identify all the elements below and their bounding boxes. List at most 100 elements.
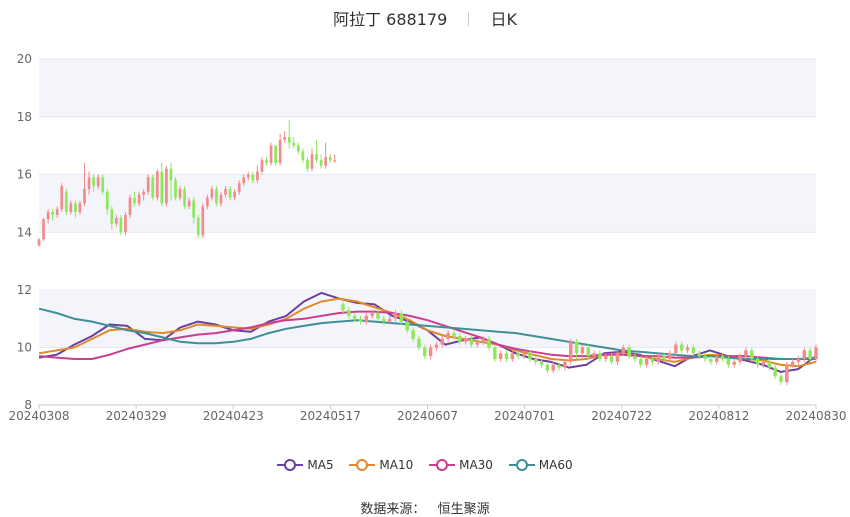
candle[interactable]	[516, 350, 520, 359]
candle[interactable]	[287, 119, 291, 149]
candle[interactable]	[201, 203, 205, 239]
candle[interactable]	[434, 341, 439, 351]
candle[interactable]	[633, 353, 637, 362]
candle[interactable]	[446, 330, 450, 342]
candle[interactable]	[205, 194, 209, 210]
candle[interactable]	[744, 347, 748, 360]
candle[interactable]	[146, 174, 150, 195]
candle[interactable]	[568, 338, 573, 365]
candle[interactable]	[55, 206, 59, 218]
candle[interactable]	[341, 301, 345, 314]
candle[interactable]	[808, 347, 812, 362]
candle[interactable]	[96, 174, 100, 189]
candle[interactable]	[668, 350, 672, 362]
candle[interactable]	[779, 373, 783, 385]
candle[interactable]	[165, 165, 168, 207]
candle[interactable]	[405, 318, 409, 334]
candle[interactable]	[178, 186, 182, 201]
candle[interactable]	[393, 310, 398, 322]
candle[interactable]	[586, 344, 591, 359]
candle[interactable]	[411, 327, 415, 342]
candle[interactable]	[233, 188, 237, 201]
candle[interactable]	[224, 186, 227, 198]
period-label[interactable]: 日K	[490, 10, 517, 29]
candle[interactable]	[237, 180, 241, 195]
candle[interactable]	[142, 188, 146, 201]
candle[interactable]	[452, 330, 456, 339]
candle[interactable]	[296, 142, 300, 155]
candle[interactable]	[319, 154, 323, 169]
candle[interactable]	[155, 168, 159, 201]
candle[interactable]	[557, 361, 561, 371]
candle[interactable]	[124, 212, 127, 236]
candle[interactable]	[274, 145, 277, 166]
candle[interactable]	[219, 191, 223, 207]
candle[interactable]	[60, 183, 64, 213]
candle[interactable]	[301, 148, 305, 163]
candle[interactable]	[685, 344, 690, 354]
candle[interactable]	[196, 214, 200, 239]
candle[interactable]	[691, 344, 696, 357]
candle[interactable]	[160, 162, 164, 207]
candle[interactable]	[814, 344, 818, 362]
candle[interactable]	[533, 356, 538, 365]
candle[interactable]	[528, 350, 532, 362]
candle[interactable]	[732, 359, 736, 368]
candle[interactable]	[609, 353, 614, 365]
candle[interactable]	[187, 197, 191, 210]
candle[interactable]	[382, 315, 386, 325]
candle[interactable]	[539, 359, 544, 368]
candle[interactable]	[463, 336, 468, 345]
candle[interactable]	[347, 307, 351, 319]
candle[interactable]	[46, 209, 50, 224]
candle[interactable]	[399, 310, 404, 325]
candle[interactable]	[726, 356, 731, 368]
candle[interactable]	[615, 350, 620, 365]
candle[interactable]	[545, 361, 550, 374]
candle[interactable]	[662, 353, 666, 362]
candle[interactable]	[650, 356, 655, 365]
candle[interactable]	[251, 171, 255, 184]
candle[interactable]	[639, 356, 643, 368]
candle[interactable]	[292, 136, 296, 149]
candle[interactable]	[260, 157, 264, 175]
legend-item-ma60[interactable]: MA60	[508, 458, 573, 472]
candle[interactable]	[750, 347, 754, 362]
candle[interactable]	[761, 359, 766, 368]
candle[interactable]	[256, 165, 259, 184]
candle[interactable]	[604, 353, 608, 362]
candle[interactable]	[580, 344, 585, 357]
candle[interactable]	[242, 174, 246, 187]
candle[interactable]	[370, 310, 374, 319]
candle[interactable]	[656, 353, 661, 365]
candle[interactable]	[169, 162, 173, 201]
candle[interactable]	[796, 356, 801, 365]
candle[interactable]	[192, 197, 196, 224]
candle[interactable]	[114, 214, 118, 227]
candle[interactable]	[119, 214, 123, 236]
candle[interactable]	[310, 148, 314, 172]
candle[interactable]	[78, 200, 82, 215]
candle[interactable]	[265, 157, 268, 166]
candle[interactable]	[101, 174, 105, 195]
legend-item-ma5[interactable]: MA5	[277, 458, 334, 472]
candle[interactable]	[720, 353, 725, 362]
candle[interactable]	[64, 188, 68, 215]
legend-item-ma30[interactable]: MA30	[429, 458, 493, 472]
candle[interactable]	[709, 356, 713, 365]
candle[interactable]	[246, 171, 250, 181]
candle[interactable]	[714, 353, 719, 365]
candle[interactable]	[105, 188, 109, 215]
candle[interactable]	[306, 157, 309, 172]
candle[interactable]	[183, 186, 186, 210]
candle[interactable]	[87, 171, 91, 195]
candle[interactable]	[697, 350, 701, 359]
candle[interactable]	[210, 186, 214, 201]
candle[interactable]	[328, 154, 332, 163]
candle[interactable]	[469, 336, 474, 348]
candle[interactable]	[755, 356, 760, 368]
candle[interactable]	[110, 206, 114, 230]
candle[interactable]	[475, 338, 480, 348]
candle[interactable]	[324, 142, 328, 169]
candle[interactable]	[174, 177, 177, 201]
